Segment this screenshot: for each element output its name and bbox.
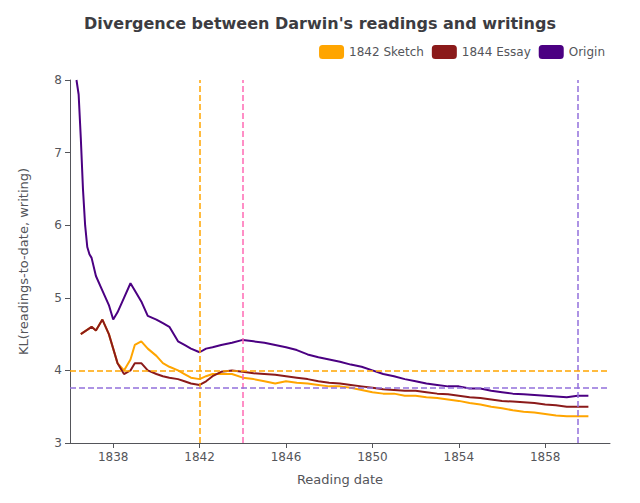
svg-text:Origin: Origin	[569, 45, 605, 59]
svg-text:6: 6	[54, 218, 62, 232]
svg-text:3: 3	[54, 436, 62, 450]
svg-text:1842 Sketch: 1842 Sketch	[349, 45, 424, 59]
svg-text:4: 4	[54, 363, 62, 377]
svg-text:KL(readings-to-date, writing): KL(readings-to-date, writing)	[16, 168, 31, 355]
svg-text:1838: 1838	[98, 450, 129, 464]
svg-text:1844 Essay: 1844 Essay	[462, 45, 531, 59]
svg-text:7: 7	[54, 146, 62, 160]
svg-text:8: 8	[54, 73, 62, 87]
svg-text:1846: 1846	[271, 450, 302, 464]
svg-text:1850: 1850	[357, 450, 388, 464]
svg-text:5: 5	[54, 291, 62, 305]
svg-text:Reading date: Reading date	[297, 472, 383, 487]
svg-text:1858: 1858	[530, 450, 561, 464]
svg-text:1842: 1842	[184, 450, 215, 464]
svg-text:1854: 1854	[444, 450, 475, 464]
svg-text:Divergence between Darwin's re: Divergence between Darwin's readings and…	[84, 14, 556, 33]
